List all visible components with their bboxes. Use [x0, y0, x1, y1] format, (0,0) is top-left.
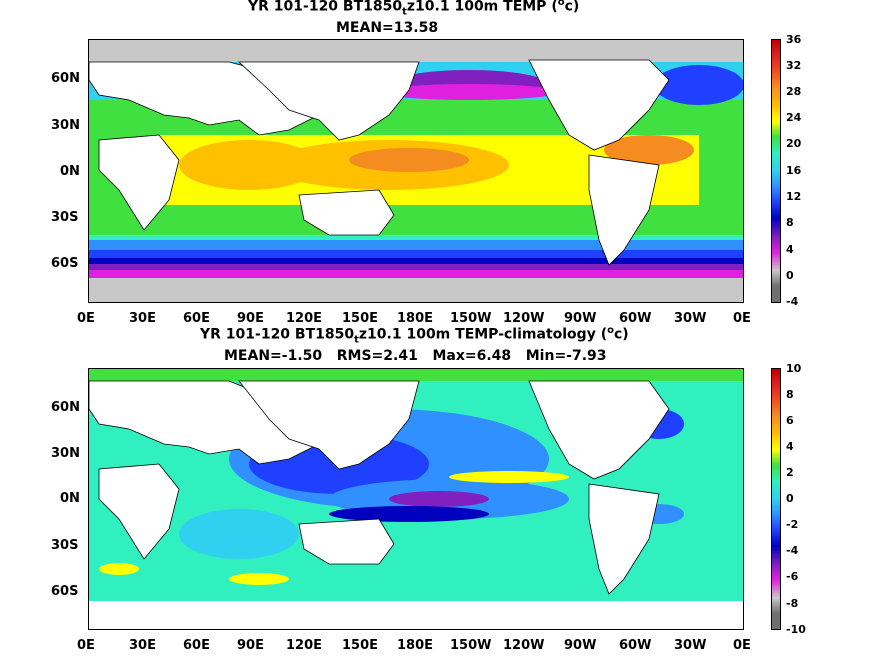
panel2-stats: MEAN=-1.50 RMS=2.41 Max=6.48 Min=-7.93 — [224, 348, 607, 364]
panel1-stats: MEAN=13.58 — [336, 20, 439, 36]
panel2-cb-4: 4 — [786, 440, 794, 453]
panel1-lon-120e: 120E — [286, 311, 323, 326]
panel2-colorbar — [771, 368, 781, 630]
panel1-lon-180e: 180E — [397, 311, 434, 326]
panel1-colorbar — [771, 39, 781, 303]
panel1-lon-30w: 30W — [674, 311, 707, 326]
panel2-lon-120e: 120E — [286, 638, 323, 653]
panel2-cb-8: 8 — [786, 388, 794, 401]
panel1-title-sub: t — [402, 6, 407, 18]
panel2-lon-120w: 120W — [503, 638, 545, 653]
panel1-lon-30e: 30E — [129, 311, 156, 326]
panel2-lon-60e: 60E — [183, 638, 210, 653]
panel1-lon-0e: 0E — [77, 311, 95, 326]
panel2-lon-0e: 0E — [77, 638, 95, 653]
panel2-lat-30s: 30S — [51, 538, 79, 553]
panel1-lat-60n: 60N — [51, 71, 80, 86]
panel1-lat-30n: 30N — [51, 118, 80, 133]
panel1-lat-0n: 0N — [60, 164, 80, 179]
panel1-lon-60e: 60E — [183, 311, 210, 326]
panel2-lon-30w: 30W — [674, 638, 707, 653]
panel2-cb-neg8: -8 — [786, 597, 799, 610]
panel1-cb-8: 8 — [786, 216, 794, 229]
panel2-title-sub: t — [354, 334, 359, 346]
panel1-title: YR 101-120 BT1850tz10.1 100m TEMP (oc) — [248, 0, 579, 17]
panel1-lon-90w: 90W — [564, 311, 597, 326]
panel1-cb-neg4: -4 — [786, 295, 799, 308]
panel2-lon-30e: 30E — [129, 638, 156, 653]
panel2-title: YR 101-120 BT1850tz10.1 100m TEMP-climat… — [200, 325, 629, 345]
panel2-cb-10: 10 — [786, 362, 802, 375]
panel1-map-graphic — [89, 40, 743, 302]
panel1-cb-24: 24 — [786, 111, 802, 124]
panel2-lon-90w: 90W — [564, 638, 597, 653]
panel2-colorbar-fill — [772, 369, 780, 629]
panel2-cb-neg4: -4 — [786, 544, 799, 557]
panel2-cb-2: 2 — [786, 466, 794, 479]
panel1-cb-4: 4 — [786, 243, 794, 256]
panel1-title-sup: o — [557, 0, 565, 8]
panel2-cb-0: 0 — [786, 492, 794, 505]
panel2-cb-neg2: -2 — [786, 518, 799, 531]
panel1-lon-60w: 60W — [619, 311, 652, 326]
panel2-lat-0n: 0N — [60, 491, 80, 506]
panel2-lon-150e: 150E — [342, 638, 379, 653]
panel2-lat-60n: 60N — [51, 400, 80, 415]
panel1-cb-32: 32 — [786, 59, 802, 72]
panel2-lon-180e: 180E — [397, 638, 434, 653]
panel2-cb-neg6: -6 — [786, 570, 799, 583]
panel2-lon-0e-end: 0E — [733, 638, 751, 653]
panel1-cb-28: 28 — [786, 85, 802, 98]
panel2-map-graphic — [89, 369, 743, 629]
panel1-lon-90e: 90E — [237, 311, 264, 326]
panel1-lon-120w: 120W — [503, 311, 545, 326]
panel2-title-rest: z10.1 100m TEMP-climatology ( — [358, 326, 608, 343]
panel1-title-end: c) — [564, 0, 580, 15]
panel1-title-rest: z10.1 100m TEMP ( — [406, 0, 558, 15]
panel1-lon-150e: 150E — [342, 311, 379, 326]
panel1-lat-60s: 60S — [51, 256, 79, 271]
panel1-map — [88, 39, 744, 303]
panel2-lat-30n: 30N — [51, 446, 80, 461]
panel1-title-main: YR 101-120 BT1850 — [248, 0, 403, 15]
panel2-lon-90e: 90E — [237, 638, 264, 653]
panel2-lon-60w: 60W — [619, 638, 652, 653]
panel1-cb-16: 16 — [786, 164, 802, 177]
panel2-title-main: YR 101-120 BT1850 — [200, 326, 355, 343]
panel1-cb-36: 36 — [786, 33, 802, 46]
panel2-lat-60s: 60S — [51, 584, 79, 599]
panel2-title-sup: o — [607, 325, 614, 336]
panel2-cb-neg10: -10 — [786, 623, 806, 636]
panel1-cb-0: 0 — [786, 269, 794, 282]
panel1-colorbar-fill — [772, 40, 780, 302]
panel1-lat-30s: 30S — [51, 210, 79, 225]
panel1-cb-20: 20 — [786, 137, 802, 150]
panel1-lon-0e-end: 0E — [733, 311, 751, 326]
panel1-lon-150w: 150W — [450, 311, 492, 326]
panel2-cb-6: 6 — [786, 414, 794, 427]
panel2-map — [88, 368, 744, 630]
panel2-title-end: c) — [613, 326, 629, 343]
panel1-cb-12: 12 — [786, 190, 802, 203]
panel2-lon-150w: 150W — [450, 638, 492, 653]
